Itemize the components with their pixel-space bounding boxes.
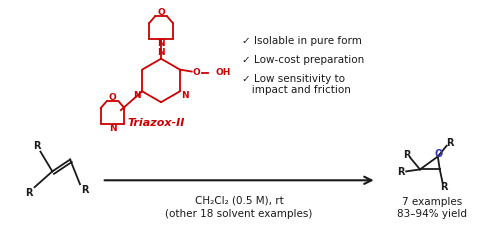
Text: OH: OH (216, 68, 231, 77)
Text: O: O (108, 93, 116, 102)
Text: (other 18 solvent examples): (other 18 solvent examples) (166, 209, 313, 219)
Text: ✓ Low-cost preparation: ✓ Low-cost preparation (242, 55, 364, 65)
Text: R: R (404, 150, 411, 160)
Text: R: R (440, 182, 448, 192)
Text: N: N (157, 48, 165, 57)
Text: N: N (109, 124, 116, 133)
Text: O: O (193, 68, 200, 77)
Text: ✓ Low sensitivity to
   impact and friction: ✓ Low sensitivity to impact and friction (242, 74, 351, 95)
Text: R: R (398, 167, 405, 177)
Text: ✓ Isolable in pure form: ✓ Isolable in pure form (242, 36, 362, 46)
Text: N: N (157, 39, 165, 48)
Text: N: N (134, 91, 141, 100)
Text: N: N (181, 91, 188, 100)
Text: 7 examples
83–94% yield: 7 examples 83–94% yield (397, 197, 467, 219)
Text: R: R (81, 185, 88, 195)
Text: O: O (434, 149, 443, 159)
Text: R: R (25, 188, 32, 198)
Text: CH₂Cl₂ (0.5 M), rt: CH₂Cl₂ (0.5 M), rt (195, 195, 284, 205)
Text: O: O (157, 8, 165, 17)
Text: R: R (446, 138, 454, 148)
Text: Triazox-II: Triazox-II (128, 118, 185, 128)
Text: R: R (33, 141, 40, 151)
